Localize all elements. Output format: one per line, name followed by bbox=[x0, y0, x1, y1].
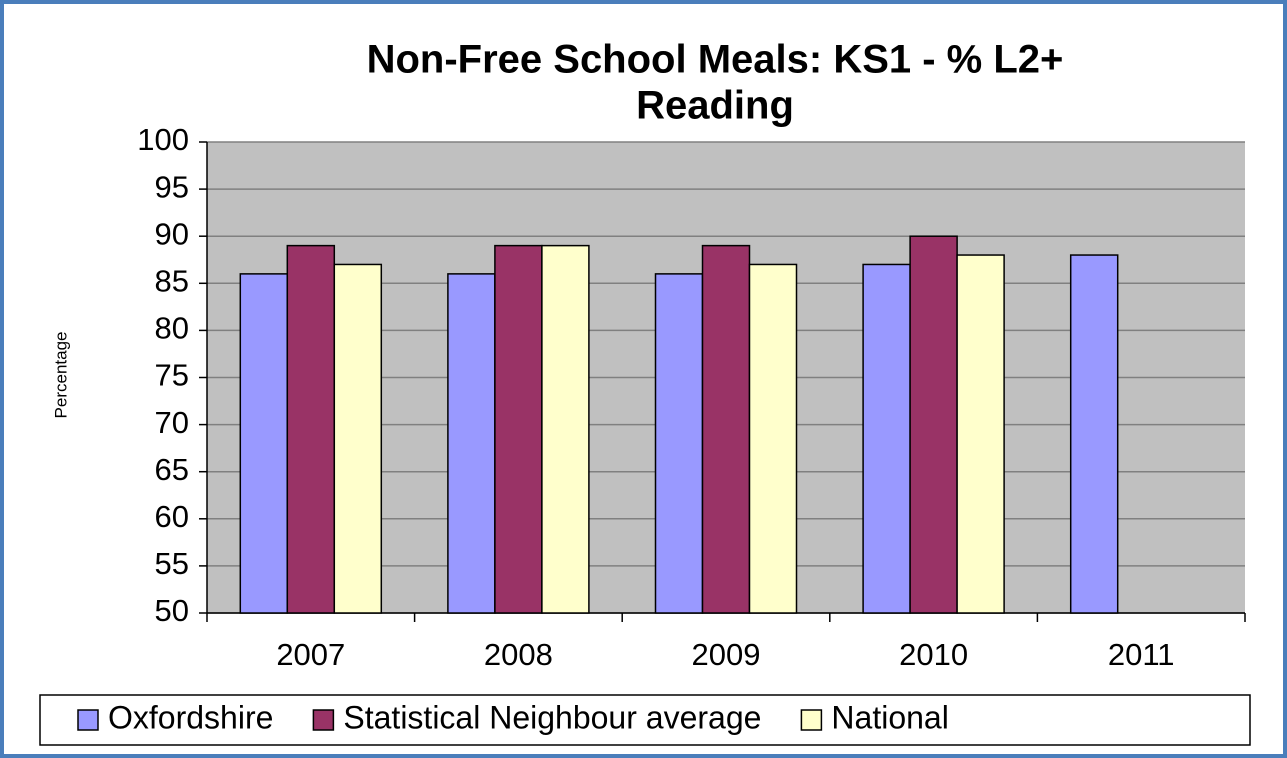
x-tick-label: 2009 bbox=[692, 637, 761, 672]
bar bbox=[862, 263, 911, 614]
bar bbox=[909, 235, 958, 614]
bar bbox=[701, 244, 751, 614]
bar bbox=[447, 273, 496, 614]
legend-label: National bbox=[831, 699, 948, 735]
legend-label: Oxfordshire bbox=[108, 699, 273, 735]
y-axis-label: Percentage bbox=[51, 332, 70, 419]
x-tick-label: 2008 bbox=[484, 637, 553, 672]
legend-swatch bbox=[800, 709, 823, 731]
bar bbox=[654, 273, 704, 614]
y-tick-label: 100 bbox=[137, 122, 189, 157]
y-tick-label: 80 bbox=[155, 311, 189, 346]
legend-label: Statistical Neighbour average bbox=[343, 699, 761, 735]
y-tick-label: 55 bbox=[155, 546, 189, 581]
y-tick-label: 95 bbox=[155, 169, 189, 204]
y-tick-label: 85 bbox=[155, 263, 189, 298]
bar bbox=[239, 273, 289, 614]
chart-title: Non-Free School Meals: KS1 - % L2+ bbox=[367, 38, 1064, 82]
y-tick-label: 75 bbox=[155, 358, 189, 393]
y-tick-label: 90 bbox=[155, 216, 189, 251]
bar bbox=[1069, 254, 1119, 614]
y-tick-label: 70 bbox=[155, 405, 189, 440]
bar bbox=[286, 244, 336, 614]
chart-title: Reading bbox=[636, 84, 794, 128]
bar bbox=[541, 244, 590, 614]
bar bbox=[956, 254, 1005, 614]
bar bbox=[494, 244, 543, 614]
y-tick-label: 50 bbox=[155, 593, 189, 628]
y-tick-label: 65 bbox=[155, 452, 189, 487]
legend-swatch bbox=[312, 709, 335, 731]
x-tick-label: 2010 bbox=[899, 637, 968, 672]
y-tick-label: 60 bbox=[155, 499, 189, 534]
legend-swatch bbox=[77, 709, 99, 731]
bar bbox=[333, 263, 383, 614]
bar bbox=[748, 263, 798, 614]
legend-box bbox=[39, 694, 1251, 746]
x-tick-label: 2011 bbox=[1108, 637, 1175, 672]
x-tick-label: 2007 bbox=[276, 637, 345, 672]
